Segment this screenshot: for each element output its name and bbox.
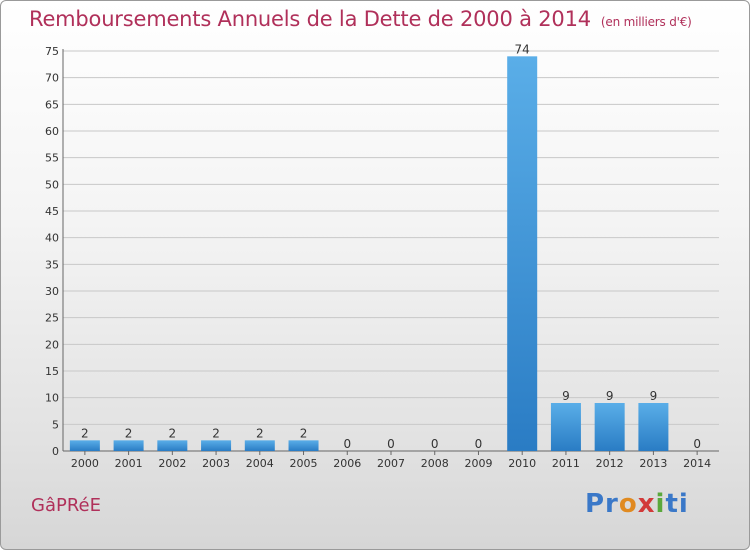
data-label: 2 <box>256 426 264 440</box>
y-tick-label: 30 <box>45 285 59 298</box>
chart-title: Remboursements Annuels de la Dette de 20… <box>29 7 692 31</box>
data-label: 2 <box>81 426 89 440</box>
bar <box>594 403 625 451</box>
logo-part: x <box>637 489 656 519</box>
commune-name: GâPRéE <box>31 495 101 516</box>
data-label: 9 <box>606 389 614 403</box>
data-label: 0 <box>387 437 395 451</box>
bar <box>638 403 669 451</box>
y-tick-label: 45 <box>45 205 59 218</box>
bar <box>550 403 581 451</box>
bar <box>288 440 319 451</box>
data-label: 9 <box>562 389 570 403</box>
x-tick-label: 2012 <box>596 457 624 470</box>
x-tick-label: 2008 <box>421 457 449 470</box>
y-tick-label: 70 <box>45 72 59 85</box>
data-label: 0 <box>431 437 439 451</box>
logo-part: Pr <box>585 489 619 519</box>
y-tick-label: 25 <box>45 312 59 325</box>
x-tick-label: 2013 <box>639 457 667 470</box>
title-text: Remboursements Annuels de la Dette de 20… <box>29 7 591 31</box>
bar <box>157 440 188 451</box>
y-tick-label: 40 <box>45 232 59 245</box>
data-label: 2 <box>212 426 220 440</box>
unit-label: (en milliers d'€) <box>600 15 692 29</box>
y-tick-label: 75 <box>45 45 59 58</box>
logo-part: ti <box>665 489 689 519</box>
bar <box>69 440 100 451</box>
data-label: 2 <box>125 426 133 440</box>
y-tick-label: 35 <box>45 258 59 271</box>
y-tick-label: 0 <box>52 445 59 458</box>
data-label: 74 <box>515 42 530 56</box>
x-tick-label: 2003 <box>202 457 230 470</box>
x-tick-label: 2005 <box>290 457 318 470</box>
y-tick-label: 60 <box>45 125 59 138</box>
y-tick-label: 15 <box>45 365 59 378</box>
proxiti-logo: Proxiti <box>585 489 689 519</box>
x-tick-label: 2009 <box>464 457 492 470</box>
data-label: 9 <box>650 389 658 403</box>
y-tick-label: 20 <box>45 338 59 351</box>
bar <box>244 440 275 451</box>
y-tick-label: 50 <box>45 178 59 191</box>
data-label: 2 <box>169 426 177 440</box>
data-label: 0 <box>343 437 351 451</box>
y-tick-label: 65 <box>45 98 59 111</box>
x-tick-label: 2011 <box>552 457 580 470</box>
x-tick-label: 2004 <box>246 457 274 470</box>
logo-part: i <box>655 489 666 519</box>
y-tick-label: 5 <box>52 418 59 431</box>
x-tick-label: 2007 <box>377 457 405 470</box>
x-tick-label: 2000 <box>71 457 99 470</box>
x-tick-label: 2002 <box>158 457 186 470</box>
x-tick-label: 2006 <box>333 457 361 470</box>
logo-part: o <box>618 489 638 519</box>
bar <box>201 440 232 451</box>
y-tick-label: 55 <box>45 152 59 165</box>
bar <box>507 56 538 451</box>
x-tick-label: 2010 <box>508 457 536 470</box>
x-tick-label: 2014 <box>683 457 711 470</box>
x-tick-label: 2001 <box>115 457 143 470</box>
data-label: 0 <box>693 437 701 451</box>
y-tick-label: 10 <box>45 392 59 405</box>
data-label: 0 <box>475 437 483 451</box>
bar <box>113 440 144 451</box>
data-label: 2 <box>300 426 308 440</box>
